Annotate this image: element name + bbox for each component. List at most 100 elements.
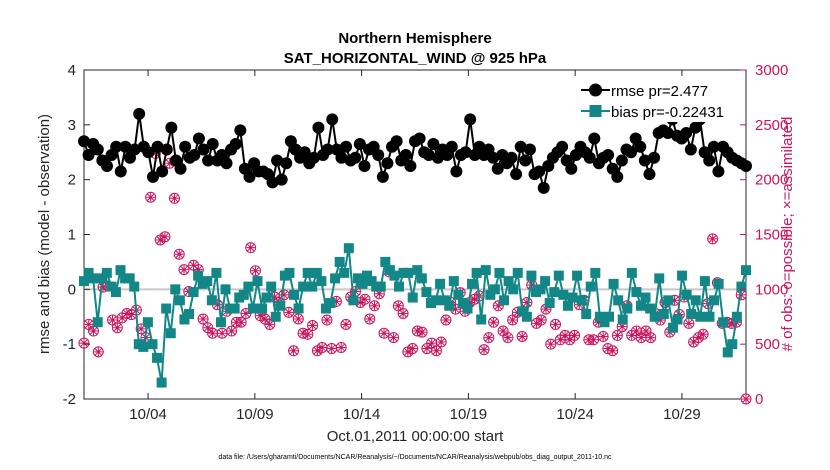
bias-point xyxy=(293,303,304,314)
rmse-point xyxy=(611,170,624,183)
rmse-point xyxy=(298,146,311,159)
obs-assimilated-cross xyxy=(160,232,170,242)
obs-assimilated-cross xyxy=(322,315,332,325)
rmse-point xyxy=(703,154,716,167)
bias-point xyxy=(243,281,254,292)
obs-marker xyxy=(521,296,533,308)
bias-point xyxy=(339,267,350,278)
y-right-tick-label: 2000 xyxy=(755,172,788,189)
rmse-point xyxy=(275,173,288,186)
rmse-point xyxy=(427,138,440,151)
bias-point xyxy=(517,306,528,317)
obs-possible-circle xyxy=(178,264,190,276)
obs-assimilated-cross xyxy=(360,294,370,304)
obs-assimilated-cross xyxy=(708,234,718,244)
obs-assimilated-cross xyxy=(546,339,556,349)
obs-possible-circle xyxy=(597,330,609,342)
bias-point xyxy=(330,273,341,284)
obs-possible-circle xyxy=(388,332,400,344)
obs-assimilated-cross xyxy=(312,346,322,356)
rmse-point xyxy=(707,140,720,153)
obs-assimilated-cross xyxy=(203,323,213,333)
obs-assimilated-cross xyxy=(493,301,503,311)
rmse-point xyxy=(537,181,550,194)
rmse-point xyxy=(353,138,366,151)
bias-point xyxy=(174,295,185,306)
bias-point xyxy=(88,273,99,284)
obs-possible-circle xyxy=(397,307,409,319)
bias-point xyxy=(106,281,117,292)
bias-point xyxy=(307,281,318,292)
bias-point xyxy=(115,265,126,276)
bias-point xyxy=(266,281,277,292)
rmse-point xyxy=(266,176,279,189)
obs-marker xyxy=(378,327,390,339)
obs-marker xyxy=(111,322,123,334)
obs-assimilated-cross xyxy=(670,295,680,305)
rmse-point xyxy=(197,143,210,156)
bias-point xyxy=(289,289,300,300)
bias-point xyxy=(626,267,637,278)
bias-point xyxy=(663,295,674,306)
obs-possible-circle xyxy=(435,336,447,348)
bias-point xyxy=(590,267,601,278)
axis-ticks: -2 -1 0 1 2 3 4 0 500 1000 1500 2000 2500 3000 10/04 10… xyxy=(63,62,789,423)
bias-point xyxy=(526,270,537,281)
bias-point xyxy=(101,267,112,278)
obs-assimilated-cross xyxy=(331,296,341,306)
obs-marker xyxy=(683,317,695,329)
bias-point xyxy=(439,295,450,306)
bias-point xyxy=(165,328,176,339)
bias-point xyxy=(380,256,391,267)
obs-possible-circle xyxy=(430,345,442,357)
rmse-point xyxy=(202,154,215,167)
obs-assimilated-cross xyxy=(541,304,551,314)
obs-assimilated-cross xyxy=(436,337,446,347)
rmse-point xyxy=(487,151,500,164)
rmse-point xyxy=(179,140,192,153)
obs-assimilated-cross xyxy=(284,307,294,317)
obs-assimilated-cross xyxy=(555,335,565,345)
obs-assimilated-cross xyxy=(293,314,303,324)
obs-assimilated-cross xyxy=(327,344,337,354)
rmse-point xyxy=(740,159,752,172)
bias-point xyxy=(348,295,359,306)
bias-point xyxy=(499,295,510,306)
bias-point xyxy=(677,270,688,281)
bias-point xyxy=(170,284,181,295)
x-tick-label: 10/14 xyxy=(343,406,381,423)
y-left-tick-label: 2 xyxy=(68,172,76,189)
rmse-point xyxy=(376,170,389,183)
bias-point xyxy=(366,276,377,287)
y-left-tick-label: 4 xyxy=(68,62,76,79)
bias-point xyxy=(599,317,610,328)
y-left-tick-label: 3 xyxy=(68,117,76,134)
obs-assimilated-cross xyxy=(127,310,137,320)
obs-marker xyxy=(392,300,404,312)
bias-point xyxy=(161,303,172,314)
rmse-point xyxy=(404,159,417,172)
obs-assimilated-cross xyxy=(255,311,265,321)
bias-point xyxy=(640,292,651,303)
rmse-point xyxy=(271,154,284,167)
rmse-point xyxy=(372,148,385,161)
bias-point xyxy=(352,273,363,284)
obs-possible-circle xyxy=(707,233,719,245)
obs-marker xyxy=(535,314,547,326)
obs-marker xyxy=(416,326,428,338)
obs-assimilated-cross xyxy=(422,344,432,354)
obs-possible-circle xyxy=(407,343,419,355)
rmse-point xyxy=(615,154,628,167)
obs-marker xyxy=(302,328,314,340)
bias-point xyxy=(215,317,226,328)
rmse-point xyxy=(459,146,472,159)
bias-point xyxy=(485,289,496,300)
rmse-point xyxy=(243,170,256,183)
x-tick-label: 10/24 xyxy=(556,406,594,423)
bias-point xyxy=(576,295,587,306)
obs-assimilated-cross xyxy=(365,314,375,324)
obs-assimilated-cross xyxy=(522,297,532,307)
obs-assimilated-cross xyxy=(379,328,389,338)
rmse-point xyxy=(445,140,458,153)
bias-point xyxy=(471,267,482,278)
